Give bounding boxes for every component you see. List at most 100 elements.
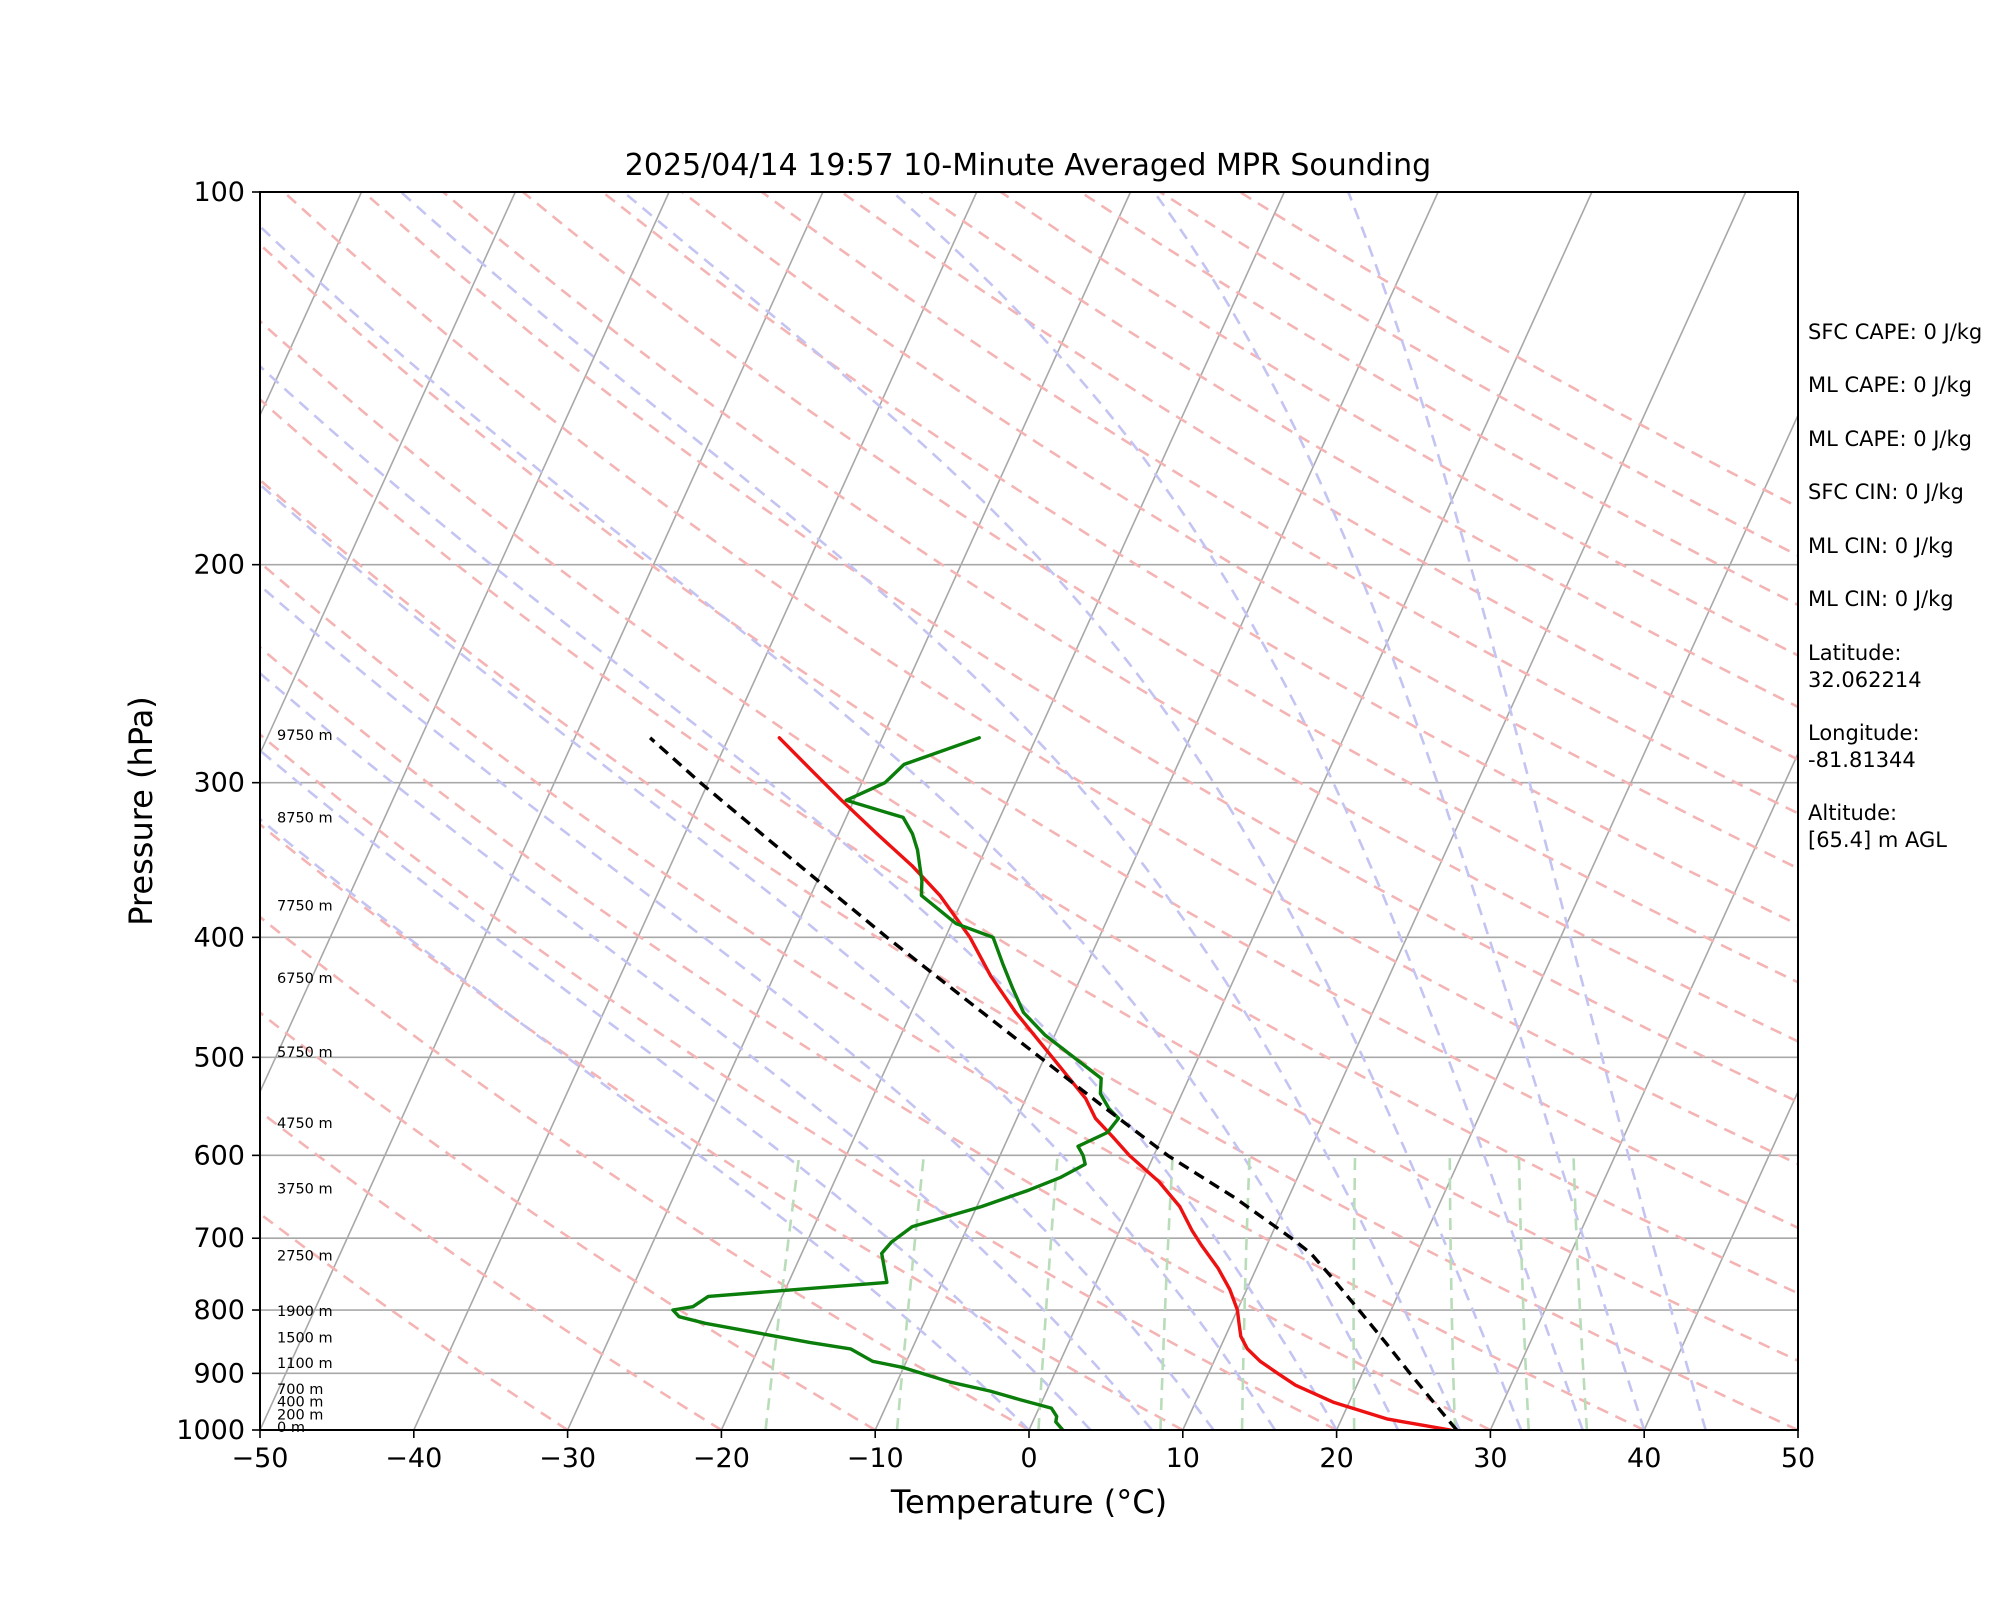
series-line-1 [777, 736, 1453, 1430]
height-label: 400 m [277, 1395, 323, 1411]
isotherm-line [260, 192, 517, 756]
y-tick-label: 900 [193, 1358, 245, 1389]
x-tick-label: 0 [1020, 1443, 1037, 1474]
x-tick-label: 50 [1781, 1443, 1815, 1474]
isotherm-line [874, 192, 1439, 1430]
height-label: 1100 m [277, 1356, 333, 1372]
dry-adiabat-line [260, 242, 1798, 1230]
mixing-ratio-line [1352, 1155, 1357, 1430]
moist-adiabat-line [260, 671, 1154, 1430]
height-label: 2750 m [277, 1249, 333, 1265]
mixing-ratio-line [1572, 1155, 1589, 1430]
isotherm-line [1028, 192, 1593, 1430]
y-tick-label: 1000 [176, 1415, 245, 1446]
mixing-ratio-line [1037, 1155, 1059, 1430]
height-label: 5750 m [277, 1045, 333, 1061]
dry-adiabat-line [282, 192, 1798, 1166]
x-tick-label: −50 [232, 1443, 289, 1474]
mixing-ratio-line [1448, 1155, 1457, 1430]
mixing-ratio-line [1240, 1155, 1251, 1430]
dry-adiabat-line [260, 915, 1030, 1430]
dry-adiabat-line [362, 192, 1798, 1104]
moist-adiabat-line [260, 364, 1338, 1430]
info-longitude-value: -81.81344 [1808, 748, 1916, 772]
x-tick-label: 10 [1166, 1443, 1200, 1474]
height-label: 700 m [277, 1382, 323, 1398]
info-altitude-label: Altitude: [1808, 801, 1897, 825]
series-line-3 [648, 736, 1458, 1430]
dry-adiabat-line [260, 1109, 723, 1430]
x-tick-label: 20 [1319, 1443, 1353, 1474]
x-tick-label: 30 [1473, 1443, 1507, 1474]
dry-adiabat-line [260, 397, 1798, 1363]
x-tick-label: −10 [847, 1443, 904, 1474]
moist-adiabat-line [260, 817, 1030, 1430]
moist-adiabat-line [260, 482, 1277, 1430]
moist-adiabat-line [1347, 192, 1707, 1430]
moist-adiabat-line [260, 583, 1215, 1430]
info-latitude-label: Latitude: [1808, 641, 1902, 665]
info-panel: SFC CAPE: 0 J/kg ML CAPE: 0 J/kg ML CAPE… [1808, 320, 1982, 852]
height-label: 200 m [277, 1407, 323, 1423]
height-label: 3750 m [277, 1182, 333, 1198]
sounding-series [648, 736, 1458, 1430]
height-label: 1500 m [277, 1331, 333, 1347]
mixing-ratio-line [1517, 1155, 1530, 1430]
dry-adiabat-line [260, 645, 1491, 1430]
isotherm-line [260, 192, 363, 418]
series-line-2 [671, 736, 1121, 1430]
chart-title: 2025/04/14 19:57 10-Minute Averaged MPR … [625, 148, 1431, 183]
dry-adiabat-line [761, 192, 1798, 815]
isotherm-line [1335, 413, 1798, 1430]
dry-adiabat-line [601, 192, 1798, 927]
y-tick-label: 100 [193, 177, 245, 208]
info-longitude-label: Longitude: [1808, 721, 1920, 745]
y-tick-label: 600 [193, 1140, 245, 1171]
isotherm-line [260, 192, 824, 1430]
dry-adiabat-line [840, 192, 1798, 761]
height-label: 9750 m [277, 728, 333, 744]
y-axis-label: Pressure (hPa) [122, 696, 160, 926]
height-label: 8750 m [277, 811, 333, 827]
x-axis-ticks: −50 −40 −30 −20 −10 0 10 20 30 40 50 [232, 1430, 1815, 1474]
background-reference-lines [260, 192, 1798, 1430]
info-sfc-cin: SFC CIN: 0 J/kg [1808, 480, 1964, 504]
dry-adiabat-line [260, 478, 1798, 1430]
height-label: 6750 m [277, 971, 333, 987]
moist-adiabat-line [260, 748, 1092, 1430]
dry-adiabat-line [260, 1011, 876, 1430]
isotherm-line [720, 192, 1286, 1430]
dry-adiabat-line [260, 732, 1338, 1430]
isotherm-line [1182, 192, 1747, 1430]
height-label: 4750 m [277, 1116, 333, 1132]
moist-adiabat-line [622, 192, 1523, 1430]
mixing-ratio-line [1159, 1155, 1174, 1430]
info-ml-cape-2: ML CAPE: 0 J/kg [1808, 427, 1972, 451]
y-tick-label: 500 [193, 1042, 245, 1073]
isotherm-line [1489, 751, 1798, 1430]
x-tick-label: −40 [385, 1443, 442, 1474]
info-latitude-value: 32.062214 [1808, 668, 1922, 692]
x-tick-label: −30 [539, 1443, 596, 1474]
isotherm-line [1643, 1089, 1798, 1430]
dry-adiabat-line [260, 560, 1645, 1430]
info-sfc-cape: SFC CAPE: 0 J/kg [1808, 320, 1982, 344]
isotherm-line [566, 192, 1132, 1430]
y-tick-label: 400 [193, 922, 245, 953]
y-tick-label: 300 [193, 768, 245, 799]
y-tick-label: 200 [193, 550, 245, 581]
height-label: 1900 m [277, 1304, 333, 1320]
info-ml-cin: ML CIN: 0 J/kg [1808, 534, 1954, 558]
height-label: 0 m [277, 1420, 305, 1436]
info-altitude-value: [65.4] m AGL [1808, 828, 1947, 852]
height-label: 7750 m [277, 898, 333, 914]
x-tick-label: −20 [693, 1443, 750, 1474]
moist-adiabat-line [891, 192, 1584, 1430]
y-tick-label: 700 [193, 1223, 245, 1254]
x-tick-label: 40 [1627, 1443, 1661, 1474]
moist-adiabat-line [260, 224, 1400, 1430]
dry-adiabat-line [521, 192, 1798, 984]
mixing-ratio-line [764, 1155, 801, 1430]
